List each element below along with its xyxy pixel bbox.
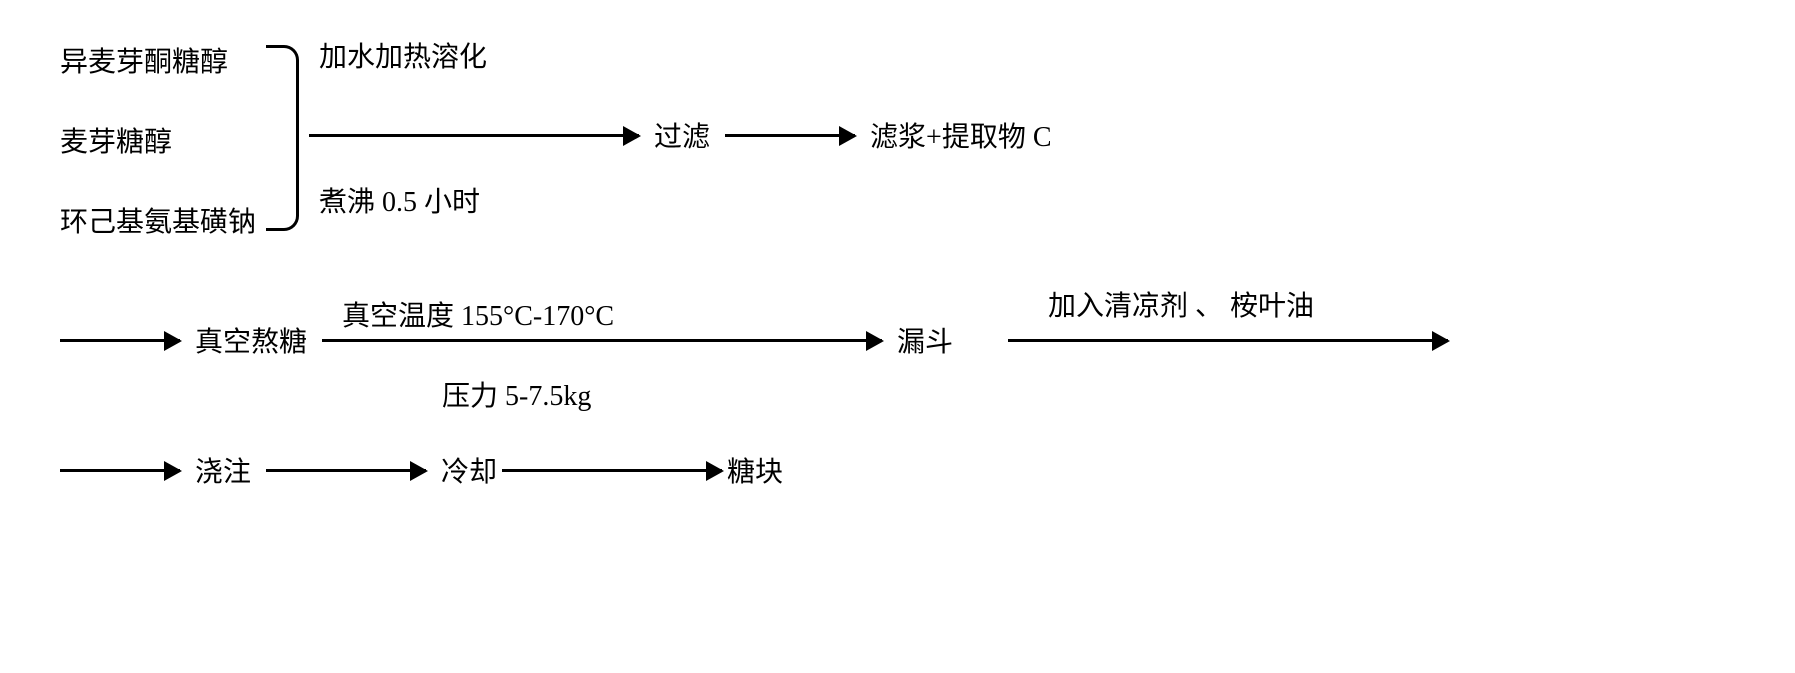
- bracket-icon: [266, 45, 299, 231]
- boil-label: 煮沸 0.5 小时: [319, 180, 1066, 220]
- ingredient-3: 环己基氨基磺钠: [60, 200, 256, 240]
- flow-row-3: 浇注 冷却 糖块: [60, 450, 1735, 490]
- arrow-icon: [60, 339, 180, 342]
- filter-node: 过滤: [639, 115, 725, 155]
- arrow-icon: [266, 469, 426, 472]
- arrow-icon: [725, 134, 855, 137]
- arrow-icon: [322, 339, 882, 342]
- ingredients-list: 异麦芽酮糖醇 麦芽糖醇 环己基氨基磺钠: [60, 40, 266, 240]
- arrow-icon: [502, 469, 722, 472]
- dissolve-section: 加水加热溶化 过滤 滤浆+提取物 C 煮沸 0.5 小时: [309, 40, 1066, 240]
- vacuum-cook-node: 真空熬糖: [180, 320, 322, 360]
- funnel-node: 漏斗: [882, 320, 968, 360]
- arrow-icon: [309, 134, 639, 137]
- vacuum-temp-label: 真空温度 155°C-170°C: [342, 294, 614, 334]
- filtrate-node: 滤浆+提取物 C: [855, 115, 1066, 155]
- cool-node: 冷却: [426, 450, 502, 490]
- flow-row-1: 异麦芽酮糖醇 麦芽糖醇 环己基氨基磺钠 加水加热溶化 过滤 滤浆+提取物 C 煮…: [60, 40, 1735, 240]
- arrow-icon: [1008, 339, 1448, 342]
- arrow-icon: [60, 469, 180, 472]
- flow-row-2: 真空熬糖 真空温度 155°C-170°C 压力 5-7.5kg 漏斗 加入清凉…: [60, 320, 1735, 360]
- ingredient-2: 麦芽糖醇: [60, 120, 256, 160]
- additives-section: 加入清凉剂 、 桉叶油: [1008, 339, 1448, 342]
- candy-node: 糖块: [722, 450, 798, 490]
- vacuum-params: 真空温度 155°C-170°C 压力 5-7.5kg: [322, 339, 882, 342]
- dissolve-label: 加水加热溶化: [319, 35, 1066, 75]
- additives-label: 加入清凉剂 、 桉叶油: [1048, 284, 1314, 324]
- pour-node: 浇注: [180, 450, 266, 490]
- ingredient-1: 异麦芽酮糖醇: [60, 40, 256, 80]
- pressure-label: 压力 5-7.5kg: [442, 374, 591, 414]
